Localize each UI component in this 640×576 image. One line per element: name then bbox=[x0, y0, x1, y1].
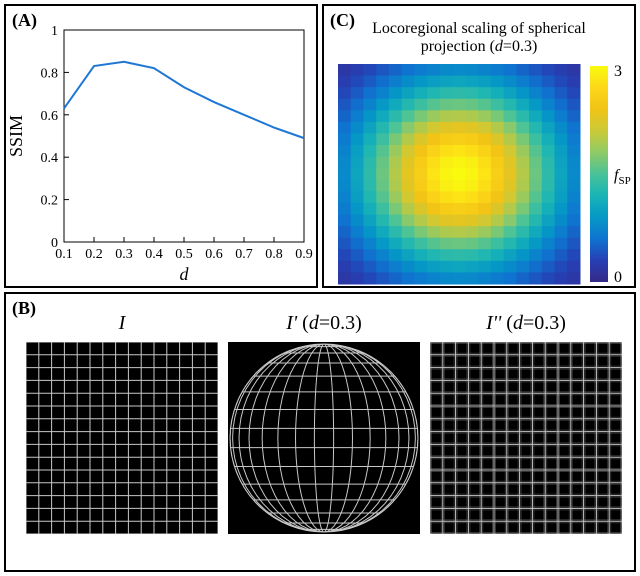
svg-text:3: 3 bbox=[614, 63, 622, 80]
svg-text:0.3: 0.3 bbox=[115, 247, 133, 262]
svg-text:0: 0 bbox=[614, 269, 622, 286]
svg-text:0.2: 0.2 bbox=[41, 194, 59, 209]
svg-text:1: 1 bbox=[51, 24, 58, 39]
panel-b-title-iprime: I' (d=0.3) bbox=[228, 312, 420, 335]
svg-text:0.6: 0.6 bbox=[41, 109, 59, 124]
panel-c: (C) Locoregional scaling of sphericalpro… bbox=[322, 4, 636, 288]
panel-b-image-idprime bbox=[430, 342, 622, 534]
svg-text:0.8: 0.8 bbox=[265, 247, 283, 262]
svg-text:d: d bbox=[180, 264, 190, 284]
svg-text:0.8: 0.8 bbox=[41, 66, 59, 81]
svg-text:0.9: 0.9 bbox=[295, 247, 313, 262]
panel-b-title-idprime: I'' (d=0.3) bbox=[430, 312, 622, 335]
svg-text:0.6: 0.6 bbox=[205, 247, 223, 262]
svg-text:0: 0 bbox=[51, 236, 58, 251]
panel-b-image-i bbox=[26, 342, 218, 534]
svg-text:0.4: 0.4 bbox=[145, 247, 163, 262]
panel-b-title-i: I bbox=[26, 312, 218, 335]
svg-text:0.5: 0.5 bbox=[175, 247, 193, 262]
svg-text:SSIM: SSIM bbox=[6, 115, 26, 157]
panel-c-title: Locoregional scaling of sphericalproject… bbox=[324, 20, 634, 56]
figure-root: (A) 0.10.20.30.40.50.60.70.80.900.20.40.… bbox=[0, 0, 640, 576]
panel-a-label: (A) bbox=[12, 10, 37, 31]
svg-text:fSP: fSP bbox=[614, 167, 631, 187]
svg-text:0.2: 0.2 bbox=[85, 247, 103, 262]
panel-a-chart: 0.10.20.30.40.50.60.70.80.900.20.40.60.8… bbox=[6, 6, 320, 290]
panel-b: (B) I I' (d=0.3) I'' (d=0.3) bbox=[4, 292, 636, 572]
panel-b-image-iprime bbox=[228, 342, 420, 534]
svg-text:0.7: 0.7 bbox=[235, 247, 253, 262]
svg-text:0.4: 0.4 bbox=[41, 151, 59, 166]
panel-a: (A) 0.10.20.30.40.50.60.70.80.900.20.40.… bbox=[4, 4, 318, 288]
